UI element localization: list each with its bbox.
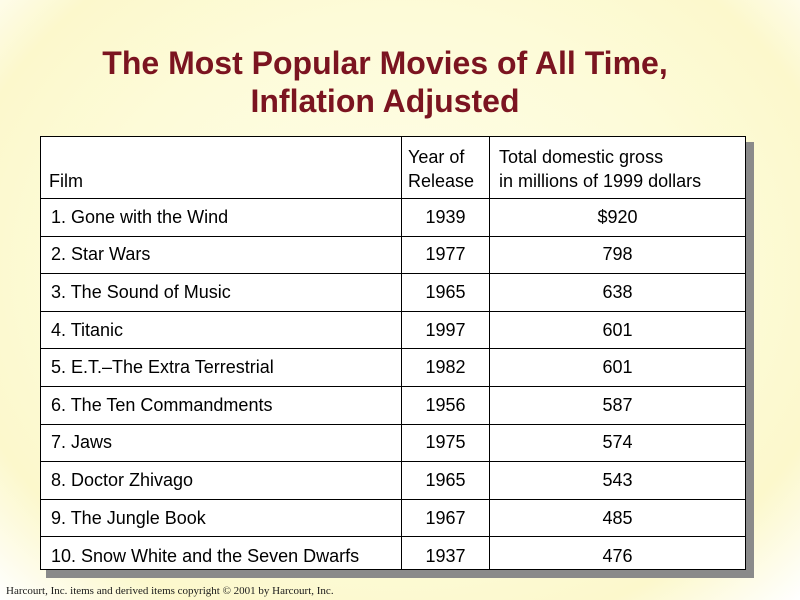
cell-film: 8. Doctor Zhivago [51, 469, 194, 490]
header-year-line-1: Year of [408, 147, 465, 167]
table-row: 6. The Ten Commandments 1956 587 [41, 387, 745, 425]
column-divider-gross [489, 137, 490, 569]
cell-gross: $920 [597, 206, 638, 227]
table-row: 1. Gone with the Wind 1939 $920 [41, 199, 745, 237]
table-row: 7. Jaws 1975 574 [41, 425, 745, 463]
cell-film: 9. The Jungle Book [51, 507, 206, 528]
cell-film: 6. The Ten Commandments [51, 394, 273, 415]
header-gross-line-2: in millions of 1999 dollars [499, 171, 702, 191]
movies-table: Film Year of Release Total domestic gros… [40, 136, 746, 570]
header-year-line-2: Release [408, 171, 475, 191]
title-line-2: Inflation Adjusted [250, 83, 520, 119]
cell-gross: 543 [602, 469, 633, 490]
cell-film: 4. Titanic [51, 319, 124, 340]
cell-year: 1956 [425, 394, 466, 415]
cell-year: 1965 [425, 469, 466, 490]
title-line-1: The Most Popular Movies of All Time, [102, 45, 668, 81]
cell-year: 1997 [425, 319, 466, 340]
table-row: 9. The Jungle Book 1967 485 [41, 500, 745, 538]
cell-year: 1975 [425, 432, 466, 453]
cell-film: 7. Jaws [51, 432, 113, 453]
header-film: Film [49, 171, 83, 191]
header-gross: Total domestic gross in millions of 1999… [499, 145, 701, 193]
header-year: Year of Release [408, 145, 474, 193]
cell-gross: 601 [602, 319, 633, 340]
cell-film: 2. Star Wars [51, 244, 151, 265]
cell-year: 1977 [425, 244, 466, 265]
table-row: 3. The Sound of Music 1965 638 [41, 274, 745, 312]
cell-gross: 574 [602, 432, 633, 453]
table-header: Film Year of Release Total domestic gros… [41, 137, 745, 199]
cell-year: 1965 [425, 281, 466, 302]
cell-film: 10. Snow White and the Seven Dwarfs [51, 545, 360, 566]
copyright-footer: Harcourt, Inc. items and derived items c… [6, 585, 334, 597]
header-gross-line-1: Total domestic gross [499, 147, 664, 167]
cell-year: 1982 [425, 357, 466, 378]
cell-gross: 601 [602, 357, 633, 378]
cell-film: 3. The Sound of Music [51, 281, 231, 302]
table-row: 10. Snow White and the Seven Dwarfs 1937 4… [41, 537, 745, 575]
cell-year: 1967 [425, 507, 466, 528]
table-row: 8. Doctor Zhivago 1965 543 [41, 462, 745, 500]
cell-film: 5. E.T.–The Extra Terrestrial [51, 357, 274, 378]
cell-gross: 798 [602, 244, 633, 265]
cell-gross: 476 [602, 545, 633, 566]
cell-gross: 485 [602, 507, 633, 528]
table-row: 4. Titanic 1997 601 [41, 312, 745, 350]
cell-film: 1. Gone with the Wind [51, 206, 229, 227]
cell-gross: 638 [602, 281, 633, 302]
column-divider-year [401, 137, 402, 569]
table-row: 5. E.T.–The Extra Terrestrial 1982 601 [41, 349, 745, 387]
cell-year: 1939 [425, 206, 466, 227]
table-row: 2. Star Wars 1977 798 [41, 237, 745, 275]
cell-gross: 587 [602, 394, 633, 415]
cell-year: 1937 [425, 545, 466, 566]
slide-title: The Most Popular Movies of All Time, Inf… [0, 44, 770, 120]
